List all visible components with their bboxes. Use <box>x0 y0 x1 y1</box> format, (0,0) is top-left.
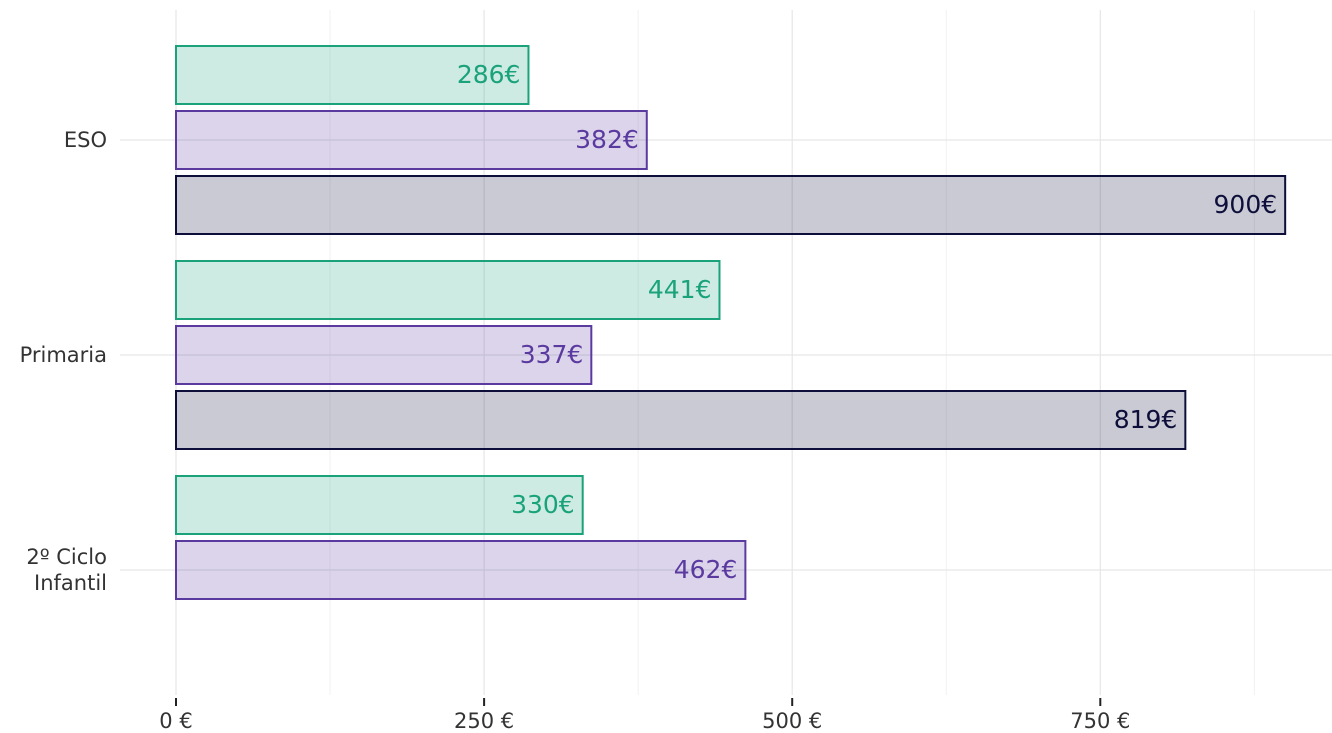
bar <box>175 390 1187 450</box>
x-tick-label: 750 € <box>1070 709 1130 733</box>
data-label: 382€ <box>575 125 639 154</box>
x-tick-label: 250 € <box>454 709 514 733</box>
y-tick-label: ESO <box>63 128 107 152</box>
data-label: 900€ <box>1214 190 1278 219</box>
data-label: 286€ <box>457 60 521 89</box>
bar <box>175 175 1287 235</box>
data-label: 819€ <box>1114 405 1178 434</box>
data-label: 330€ <box>511 490 575 519</box>
bar <box>175 325 593 385</box>
bar <box>175 45 530 105</box>
data-label: 337€ <box>520 340 584 369</box>
y-tick-label: Primaria <box>19 343 107 367</box>
x-tick-label: 500 € <box>762 709 822 733</box>
bar <box>175 540 747 600</box>
bar <box>175 475 584 535</box>
x-tick-label: 0 € <box>159 709 192 733</box>
data-label: 441€ <box>648 275 712 304</box>
data-label: 462€ <box>674 555 738 584</box>
bar <box>175 260 721 320</box>
y-tick-label: 2º Ciclo Infantil <box>26 545 107 595</box>
bar <box>175 110 648 170</box>
